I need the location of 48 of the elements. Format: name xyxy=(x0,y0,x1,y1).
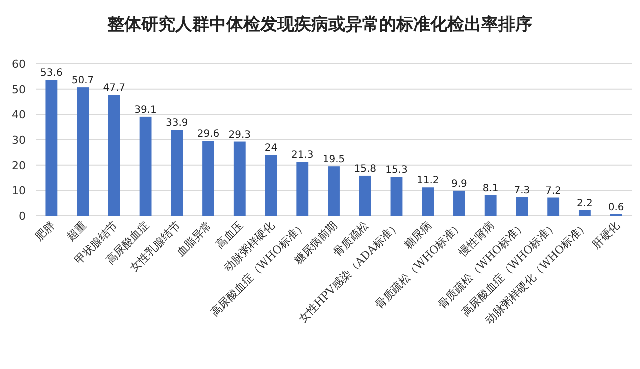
x-tick-label: 超重 xyxy=(64,218,90,244)
data-label: 50.7 xyxy=(72,76,94,87)
data-label: 7.3 xyxy=(514,186,530,197)
data-label: 15.3 xyxy=(386,165,408,176)
bar xyxy=(548,198,560,216)
data-label: 19.5 xyxy=(322,154,346,166)
bar xyxy=(46,80,58,216)
y-tick-label: 30 xyxy=(12,134,26,147)
data-label: 39.1 xyxy=(134,104,157,116)
y-tick-label: 60 xyxy=(12,58,26,71)
data-label: 15.8 xyxy=(354,164,376,175)
bar xyxy=(202,141,214,216)
bar xyxy=(484,195,497,216)
data-label: 33.9 xyxy=(166,118,188,130)
bar xyxy=(578,210,591,216)
data-label: 47.7 xyxy=(103,83,126,94)
data-label: 29.3 xyxy=(228,130,252,141)
data-label: 53.6 xyxy=(40,68,63,80)
data-label: 0.6 xyxy=(608,202,624,214)
data-label: 9.9 xyxy=(452,178,468,190)
data-label: 24 xyxy=(264,143,278,154)
y-tick-label: 20 xyxy=(12,159,26,172)
bar xyxy=(108,95,120,216)
bar xyxy=(140,116,152,216)
bar xyxy=(328,166,340,216)
data-label: 2.2 xyxy=(576,198,593,210)
bar xyxy=(296,162,309,216)
y-tick-label: 0 xyxy=(19,210,26,223)
y-tick-label: 50 xyxy=(12,83,26,96)
bar xyxy=(390,177,403,216)
bar xyxy=(171,130,184,216)
y-tick-label: 10 xyxy=(12,184,26,198)
x-tick-label: 肝硬化 xyxy=(590,218,622,252)
x-tick-label: 肥胖 xyxy=(33,218,58,244)
data-label: 21.3 xyxy=(292,150,314,162)
chart-title: 整体研究人群中体检发现疾病或异常的标准化检出率排序 xyxy=(106,15,532,35)
bar xyxy=(454,190,466,216)
data-label: 29.6 xyxy=(197,129,220,140)
bar xyxy=(359,176,372,216)
bar xyxy=(422,188,434,216)
bar xyxy=(234,142,246,216)
bar xyxy=(516,198,528,216)
data-label: 8.1 xyxy=(482,183,499,194)
data-label: 7.2 xyxy=(546,186,562,197)
bar xyxy=(265,155,278,216)
bar xyxy=(77,88,90,216)
data-label: 11.2 xyxy=(416,176,440,187)
y-tick-label: 40 xyxy=(12,108,26,122)
